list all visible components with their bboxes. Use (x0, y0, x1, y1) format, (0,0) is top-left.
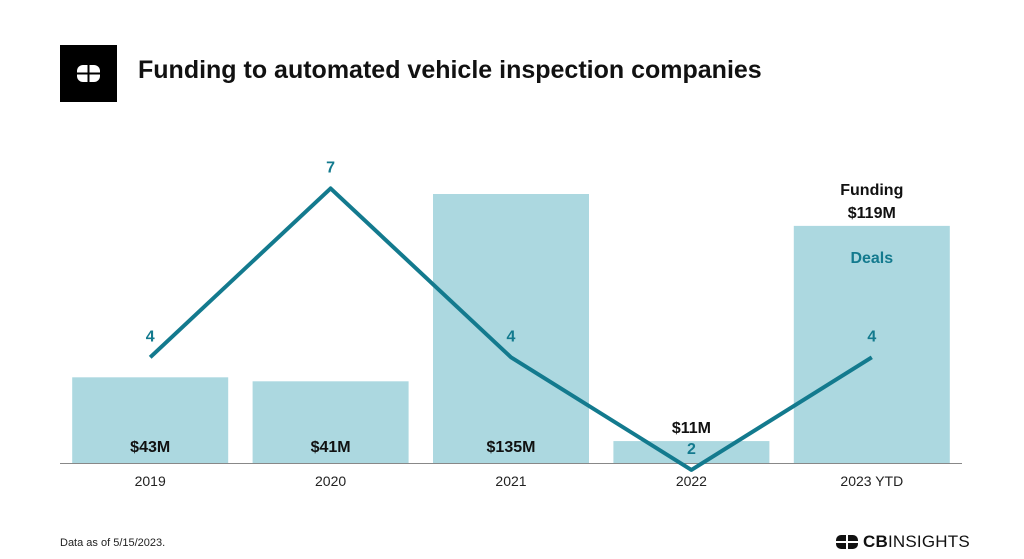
brand-logo: CBINSIGHTS (836, 532, 970, 552)
brand-light: INSIGHTS (887, 532, 970, 551)
funding-label: $11M (672, 420, 711, 437)
funding-bar (252, 381, 409, 463)
x-tick-label: 2021 (495, 473, 526, 489)
funding-label: $119M (848, 205, 896, 222)
brand-bold: CB (863, 532, 888, 551)
cb-brand-icon (836, 535, 858, 549)
funding-label: $41M (311, 439, 351, 456)
deals-line (148, 186, 873, 472)
funding-deals-chart: $43M $41M $135M $11M $119M Funding 4 7 4 2 4 Deals 2… (60, 159, 962, 489)
funding-bar (793, 225, 950, 463)
deals-label: 4 (507, 328, 516, 345)
funding-label: $135M (487, 439, 536, 456)
x-tick-label: 2022 (676, 473, 707, 489)
deals-label: 2 (687, 441, 696, 458)
funding-label: $43M (130, 439, 170, 456)
x-tick-label: 2023 YTD (840, 473, 903, 489)
cb-insights-logo-icon (60, 45, 117, 102)
x-tick-label: 2020 (315, 473, 346, 489)
funding-bar (72, 377, 229, 463)
x-tick-label: 2019 (135, 473, 166, 489)
footnote: Data as of 5/15/2023. (60, 537, 166, 549)
funding-legend-label: Funding (840, 182, 903, 199)
page-title: Funding to automated vehicle inspection … (138, 56, 762, 84)
deals-label: 7 (326, 159, 335, 176)
deals-legend-label: Deals (850, 250, 893, 267)
deals-label: 4 (867, 328, 876, 345)
funding-bar (433, 194, 589, 463)
deals-label: 4 (146, 328, 155, 345)
